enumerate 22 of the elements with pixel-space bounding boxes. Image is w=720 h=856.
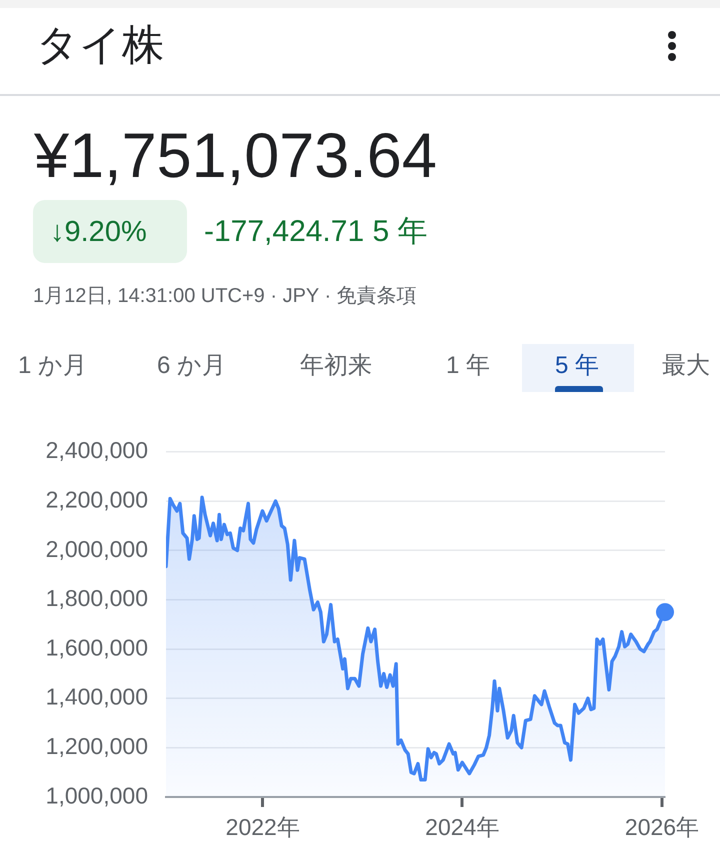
- text: ¥1,751,073.64: [34, 120, 437, 193]
- text: 年初来: [300, 351, 372, 381]
- text: 1 か月: [18, 351, 88, 381]
- text: 最大: [662, 351, 710, 381]
- chart-title: タイ株: [36, 20, 164, 70]
- text: -177,424.71 5 年: [204, 214, 428, 250]
- text: 5 年: [555, 351, 600, 381]
- y-tick-label: 2,400,000: [46, 437, 148, 464]
- x-tick-label: 2026年: [624, 814, 700, 840]
- x-tick-label: 2024年: [425, 814, 500, 840]
- x-tick-label: 2022年: [226, 814, 300, 840]
- y-tick-label: 2,000,000: [46, 536, 148, 562]
- text: 1 年: [446, 351, 490, 381]
- y-tick-label: 1,200,000: [46, 733, 148, 760]
- text: ↓9.20%: [50, 215, 147, 250]
- y-tick-label: 1,400,000: [46, 684, 148, 710]
- text: 1月12日, 14:31:00 UTC+9 · JPY · 免責条項: [33, 284, 417, 309]
- y-tick-label: 2,200,000: [46, 486, 148, 512]
- text: 6 か月: [157, 351, 226, 381]
- y-tick-label: 1,600,000: [46, 634, 148, 660]
- y-tick-label: 1,000,000: [46, 782, 148, 808]
- y-tick-label: 1,800,000: [46, 585, 148, 612]
